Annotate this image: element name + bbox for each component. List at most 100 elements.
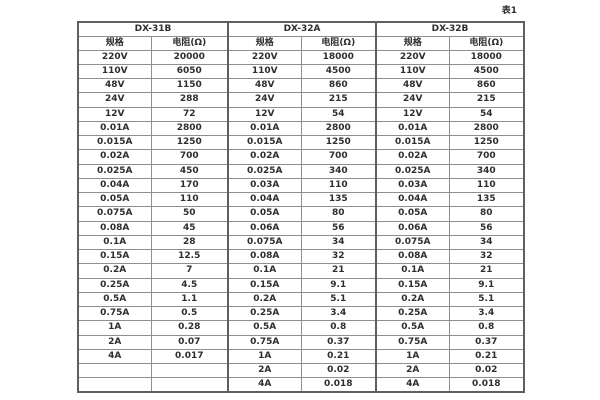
resistance-cell bbox=[150, 377, 229, 393]
spec-cell: 1A bbox=[77, 320, 152, 336]
spec-cell: 0.04A bbox=[375, 191, 450, 208]
resistance-column-header: 电阻(Ω) bbox=[300, 35, 377, 51]
resistance-cell: 3.4 bbox=[300, 305, 377, 322]
resistance-cell: 2800 bbox=[150, 120, 229, 137]
resistance-cell: 0.8 bbox=[300, 320, 377, 336]
resistance-cell: 54 bbox=[300, 106, 377, 122]
spec-cell: 0.1A bbox=[77, 234, 152, 251]
spec-cell: 12V bbox=[375, 106, 450, 122]
resistance-cell: 21 bbox=[300, 263, 377, 279]
resistance-cell: 80 bbox=[448, 206, 525, 222]
spec-cell: 0.75A bbox=[77, 305, 152, 322]
spec-cell: 2A bbox=[375, 362, 450, 379]
spec-column-header: 规格 bbox=[375, 35, 450, 51]
spec-cell: 0.03A bbox=[227, 177, 302, 194]
resistance-cell: 110 bbox=[300, 177, 377, 194]
spec-cell: 24V bbox=[375, 92, 450, 108]
spec-cell: 0.1A bbox=[227, 263, 302, 279]
table-row: 0.2A 7 0.1A 21 0.1A 21 bbox=[77, 263, 525, 279]
spec-cell bbox=[77, 362, 152, 379]
spec-cell: 1A bbox=[227, 348, 302, 365]
spec-cell: 0.025A bbox=[77, 163, 152, 179]
resistance-cell: 7 bbox=[150, 263, 229, 279]
spec-cell: 0.25A bbox=[375, 305, 450, 322]
table-row: 0.5A 1.1 0.2A 5.1 0.2A 5.1 bbox=[77, 291, 525, 308]
resistance-cell: 0.28 bbox=[150, 320, 229, 336]
column-header-row: 规格 电阻(Ω) 规格 电阻(Ω) 规格 电阻(Ω) bbox=[77, 35, 525, 51]
spec-cell: 0.05A bbox=[375, 206, 450, 222]
resistance-cell: 0.21 bbox=[300, 348, 377, 365]
resistance-cell: 2800 bbox=[300, 120, 377, 137]
spec-cell: 0.075A bbox=[77, 206, 152, 222]
spec-cell: 0.15A bbox=[375, 277, 450, 293]
resistance-cell: 215 bbox=[448, 92, 525, 108]
resistance-cell: 170 bbox=[150, 177, 229, 194]
resistance-cell: 45 bbox=[150, 220, 229, 236]
resistance-cell: 18000 bbox=[300, 49, 377, 65]
spec-cell: 0.5A bbox=[227, 320, 302, 336]
spec-cell: 0.2A bbox=[375, 291, 450, 308]
spec-cell: 4A bbox=[77, 348, 152, 365]
spec-cell: 0.02A bbox=[375, 149, 450, 165]
table-row: 2A 0.07 0.75A 0.37 0.75A 0.37 bbox=[77, 334, 525, 350]
resistance-cell: 288 bbox=[150, 92, 229, 108]
spec-cell: 2A bbox=[77, 334, 152, 350]
spec-cell: 110V bbox=[77, 63, 152, 80]
spec-cell: 12V bbox=[77, 106, 152, 122]
spec-cell: 0.08A bbox=[77, 220, 152, 236]
resistance-cell: 0.21 bbox=[448, 348, 525, 365]
resistance-cell: 0.07 bbox=[150, 334, 229, 350]
spec-cell: 0.2A bbox=[77, 263, 152, 279]
resistance-cell: 0.02 bbox=[448, 362, 525, 379]
group-header-dx-31b: DX-31B bbox=[77, 21, 229, 37]
resistance-cell: 110 bbox=[150, 191, 229, 208]
resistance-cell: 5.1 bbox=[448, 291, 525, 308]
table-row: 1A 0.28 0.5A 0.8 0.5A 0.8 bbox=[77, 320, 525, 336]
spec-cell: 220V bbox=[77, 49, 152, 65]
resistance-cell: 1250 bbox=[150, 134, 229, 151]
resistance-cell: 135 bbox=[448, 191, 525, 208]
table-row: 0.015A 1250 0.015A 1250 0.015A 1250 bbox=[77, 134, 525, 151]
resistance-cell: 340 bbox=[448, 163, 525, 179]
resistance-cell: 0.37 bbox=[448, 334, 525, 350]
table-row: 0.02A 700 0.02A 700 0.02A 700 bbox=[77, 149, 525, 165]
table-row: 0.01A 2800 0.01A 2800 0.01A 2800 bbox=[77, 120, 525, 137]
table-row: 110V 6050 110V 4500 110V 4500 bbox=[77, 63, 525, 80]
spec-cell: 0.01A bbox=[227, 120, 302, 137]
spec-cell: 0.05A bbox=[77, 191, 152, 208]
spec-cell: 0.06A bbox=[227, 220, 302, 236]
spec-cell bbox=[77, 377, 152, 393]
resistance-cell: 0.5 bbox=[150, 305, 229, 322]
resistance-column-header: 电阻(Ω) bbox=[150, 35, 229, 51]
table-row: 0.025A 450 0.025A 340 0.025A 340 bbox=[77, 163, 525, 179]
resistance-cell: 21 bbox=[448, 263, 525, 279]
spec-cell: 0.05A bbox=[227, 206, 302, 222]
spec-cell: 0.15A bbox=[227, 277, 302, 293]
resistance-cell: 4.5 bbox=[150, 277, 229, 293]
resistance-cell: 54 bbox=[448, 106, 525, 122]
resistance-cell: 56 bbox=[300, 220, 377, 236]
table-row: 0.075A 50 0.05A 80 0.05A 80 bbox=[77, 206, 525, 222]
resistance-cell: 80 bbox=[300, 206, 377, 222]
spec-cell: 0.025A bbox=[375, 163, 450, 179]
spec-cell: 0.02A bbox=[77, 149, 152, 165]
table-row: 4A 0.017 1A 0.21 1A 0.21 bbox=[77, 348, 525, 365]
spec-cell: 0.02A bbox=[227, 149, 302, 165]
spec-cell: 0.5A bbox=[375, 320, 450, 336]
resistance-cell: 3.4 bbox=[448, 305, 525, 322]
resistance-cell: 0.017 bbox=[150, 348, 229, 365]
resistance-cell: 1.1 bbox=[150, 291, 229, 308]
spec-cell: 24V bbox=[227, 92, 302, 108]
spec-cell: 0.03A bbox=[375, 177, 450, 194]
resistance-cell: 0.018 bbox=[300, 377, 377, 393]
resistance-cell: 32 bbox=[300, 248, 377, 265]
resistance-cell: 340 bbox=[300, 163, 377, 179]
resistance-cell: 700 bbox=[300, 149, 377, 165]
resistance-column-header: 电阻(Ω) bbox=[448, 35, 525, 51]
resistance-cell: 34 bbox=[300, 234, 377, 251]
resistance-cell: 1150 bbox=[150, 77, 229, 94]
table-row: 0.25A 4.5 0.15A 9.1 0.15A 9.1 bbox=[77, 277, 525, 293]
group-header-dx-32a: DX-32A bbox=[227, 21, 377, 37]
resistance-cell: 28 bbox=[150, 234, 229, 251]
